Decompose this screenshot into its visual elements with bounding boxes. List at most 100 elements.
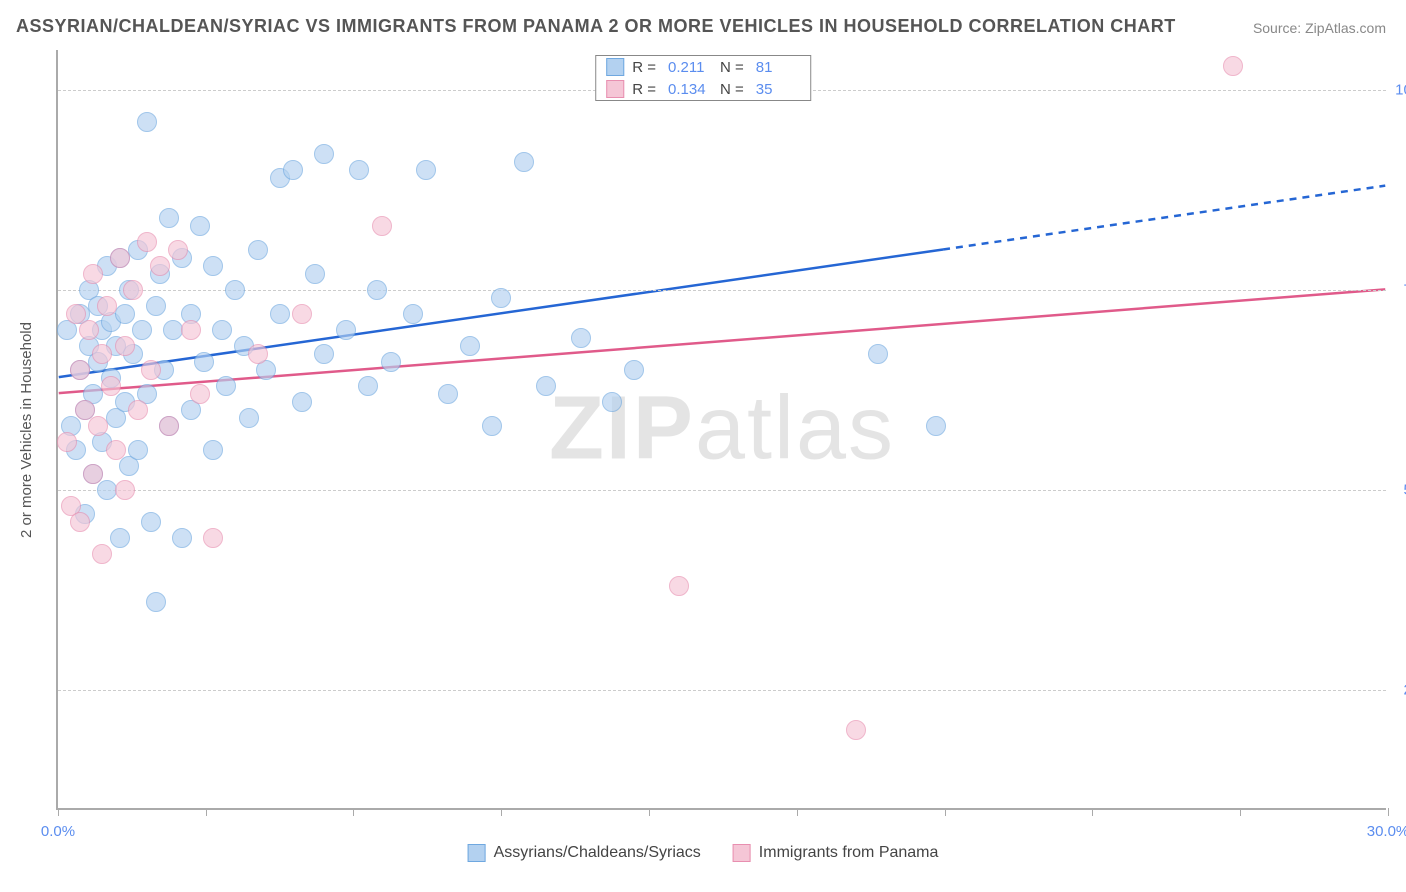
legend-n-label: N = bbox=[720, 81, 744, 98]
scatter-point bbox=[70, 360, 90, 380]
scatter-point bbox=[141, 360, 161, 380]
legend-r-value: 0.134 bbox=[668, 81, 712, 98]
scatter-point bbox=[1223, 56, 1243, 76]
scatter-point bbox=[57, 432, 77, 452]
legend-item: Immigrants from Panama bbox=[733, 844, 939, 862]
gridline-h bbox=[58, 490, 1386, 491]
scatter-point bbox=[66, 304, 86, 324]
gridline-h bbox=[58, 290, 1386, 291]
x-tick-label: 30.0% bbox=[1367, 823, 1406, 840]
scatter-point bbox=[154, 360, 174, 380]
scatter-point bbox=[137, 112, 157, 132]
x-tick bbox=[649, 808, 650, 816]
scatter-point bbox=[203, 440, 223, 460]
scatter-point bbox=[416, 160, 436, 180]
scatter-point bbox=[314, 344, 334, 364]
scatter-point bbox=[137, 232, 157, 252]
legend-r-label: R = bbox=[632, 59, 656, 76]
scatter-point bbox=[75, 504, 95, 524]
scatter-point bbox=[482, 416, 502, 436]
scatter-point bbox=[270, 304, 290, 324]
scatter-point bbox=[97, 296, 117, 316]
x-tick bbox=[353, 808, 354, 816]
scatter-point bbox=[61, 416, 81, 436]
scatter-point bbox=[372, 216, 392, 236]
scatter-point bbox=[146, 592, 166, 612]
x-tick bbox=[1240, 808, 1241, 816]
x-tick bbox=[797, 808, 798, 816]
scatter-point bbox=[292, 392, 312, 412]
scatter-point bbox=[146, 296, 166, 316]
scatter-point bbox=[212, 320, 232, 340]
plot-area: ZIPatlas 25.0%50.0%75.0%100.0%0.0%30.0% bbox=[56, 50, 1386, 810]
scatter-point bbox=[571, 328, 591, 348]
scatter-point bbox=[115, 392, 135, 412]
legend-item: Assyrians/Chaldeans/Syriacs bbox=[468, 844, 701, 862]
scatter-point bbox=[92, 432, 112, 452]
scatter-point bbox=[101, 376, 121, 396]
y-tick-label: 75.0% bbox=[1391, 282, 1406, 299]
scatter-point bbox=[283, 160, 303, 180]
scatter-point bbox=[106, 336, 126, 356]
scatter-point bbox=[115, 336, 135, 356]
scatter-point bbox=[137, 384, 157, 404]
scatter-point bbox=[119, 456, 139, 476]
scatter-point bbox=[314, 144, 334, 164]
scatter-point bbox=[336, 320, 356, 340]
scatter-point bbox=[159, 208, 179, 228]
scatter-point bbox=[83, 264, 103, 284]
legend-label: Assyrians/Chaldeans/Syriacs bbox=[494, 844, 701, 862]
scatter-point bbox=[181, 304, 201, 324]
scatter-point bbox=[101, 312, 121, 332]
legend-stat-row: R =0.134N =35 bbox=[596, 78, 810, 100]
legend-n-value: 35 bbox=[756, 81, 800, 98]
scatter-point bbox=[92, 344, 112, 364]
legend-n-value: 81 bbox=[756, 59, 800, 76]
x-tick bbox=[945, 808, 946, 816]
scatter-point bbox=[602, 392, 622, 412]
scatter-point bbox=[358, 376, 378, 396]
scatter-point bbox=[128, 240, 148, 260]
scatter-point bbox=[203, 256, 223, 276]
scatter-point bbox=[536, 376, 556, 396]
scatter-point bbox=[92, 544, 112, 564]
scatter-point bbox=[248, 240, 268, 260]
scatter-point bbox=[141, 512, 161, 532]
scatter-point bbox=[438, 384, 458, 404]
legend-swatch bbox=[606, 80, 624, 98]
scatter-point bbox=[57, 320, 77, 340]
scatter-point bbox=[194, 352, 214, 372]
x-tick bbox=[1388, 808, 1389, 816]
legend-swatch bbox=[606, 58, 624, 76]
scatter-point bbox=[168, 240, 188, 260]
scatter-point bbox=[868, 344, 888, 364]
scatter-point bbox=[669, 576, 689, 596]
scatter-point bbox=[92, 320, 112, 340]
scatter-point bbox=[256, 360, 276, 380]
scatter-point bbox=[75, 400, 95, 420]
scatter-point bbox=[115, 304, 135, 324]
scatter-point bbox=[83, 384, 103, 404]
scatter-point bbox=[491, 288, 511, 308]
scatter-point bbox=[270, 168, 290, 188]
trend-line-dashed bbox=[943, 186, 1385, 250]
scatter-point bbox=[150, 264, 170, 284]
scatter-point bbox=[159, 416, 179, 436]
scatter-point bbox=[150, 256, 170, 276]
scatter-point bbox=[234, 336, 254, 356]
scatter-point bbox=[88, 352, 108, 372]
scatter-point bbox=[97, 256, 117, 276]
legend-n-label: N = bbox=[720, 59, 744, 76]
x-tick-label: 0.0% bbox=[41, 823, 75, 840]
scatter-point bbox=[110, 248, 130, 268]
legend-swatch bbox=[468, 844, 486, 862]
x-tick bbox=[58, 808, 59, 816]
scatter-point bbox=[172, 528, 192, 548]
scatter-point bbox=[88, 296, 108, 316]
scatter-point bbox=[203, 528, 223, 548]
scatter-point bbox=[190, 384, 210, 404]
watermark: ZIPatlas bbox=[549, 378, 895, 481]
scatter-point bbox=[403, 304, 423, 324]
x-tick bbox=[1092, 808, 1093, 816]
scatter-point bbox=[514, 152, 534, 172]
